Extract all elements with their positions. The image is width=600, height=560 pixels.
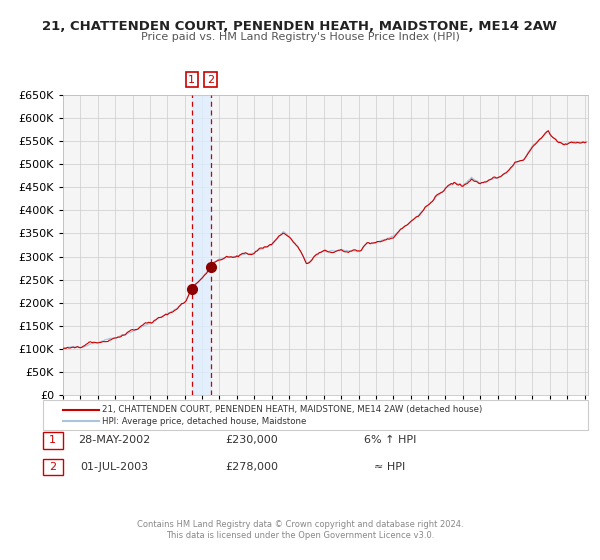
Text: 1: 1 (188, 74, 196, 85)
Text: 1: 1 (49, 435, 56, 445)
Text: Price paid vs. HM Land Registry's House Price Index (HPI): Price paid vs. HM Land Registry's House … (140, 32, 460, 42)
Text: 21, CHATTENDEN COURT, PENENDEN HEATH, MAIDSTONE, ME14 2AW: 21, CHATTENDEN COURT, PENENDEN HEATH, MA… (43, 20, 557, 32)
Text: 6% ↑ HPI: 6% ↑ HPI (364, 435, 416, 445)
Bar (192, 95, 211, 395)
Text: Contains HM Land Registry data © Crown copyright and database right 2024.: Contains HM Land Registry data © Crown c… (137, 520, 463, 529)
Text: This data is licensed under the Open Government Licence v3.0.: This data is licensed under the Open Gov… (166, 531, 434, 540)
Text: £230,000: £230,000 (226, 435, 278, 445)
Text: 2: 2 (207, 74, 214, 85)
Text: 01-JUL-2003: 01-JUL-2003 (80, 462, 148, 472)
Text: ≈ HPI: ≈ HPI (374, 462, 406, 472)
Text: 2: 2 (49, 462, 56, 472)
Text: 21, CHATTENDEN COURT, PENENDEN HEATH, MAIDSTONE, ME14 2AW (detached house): 21, CHATTENDEN COURT, PENENDEN HEATH, MA… (102, 405, 482, 414)
Text: HPI: Average price, detached house, Maidstone: HPI: Average price, detached house, Maid… (102, 417, 307, 426)
Text: £278,000: £278,000 (226, 462, 278, 472)
Text: 28-MAY-2002: 28-MAY-2002 (78, 435, 150, 445)
